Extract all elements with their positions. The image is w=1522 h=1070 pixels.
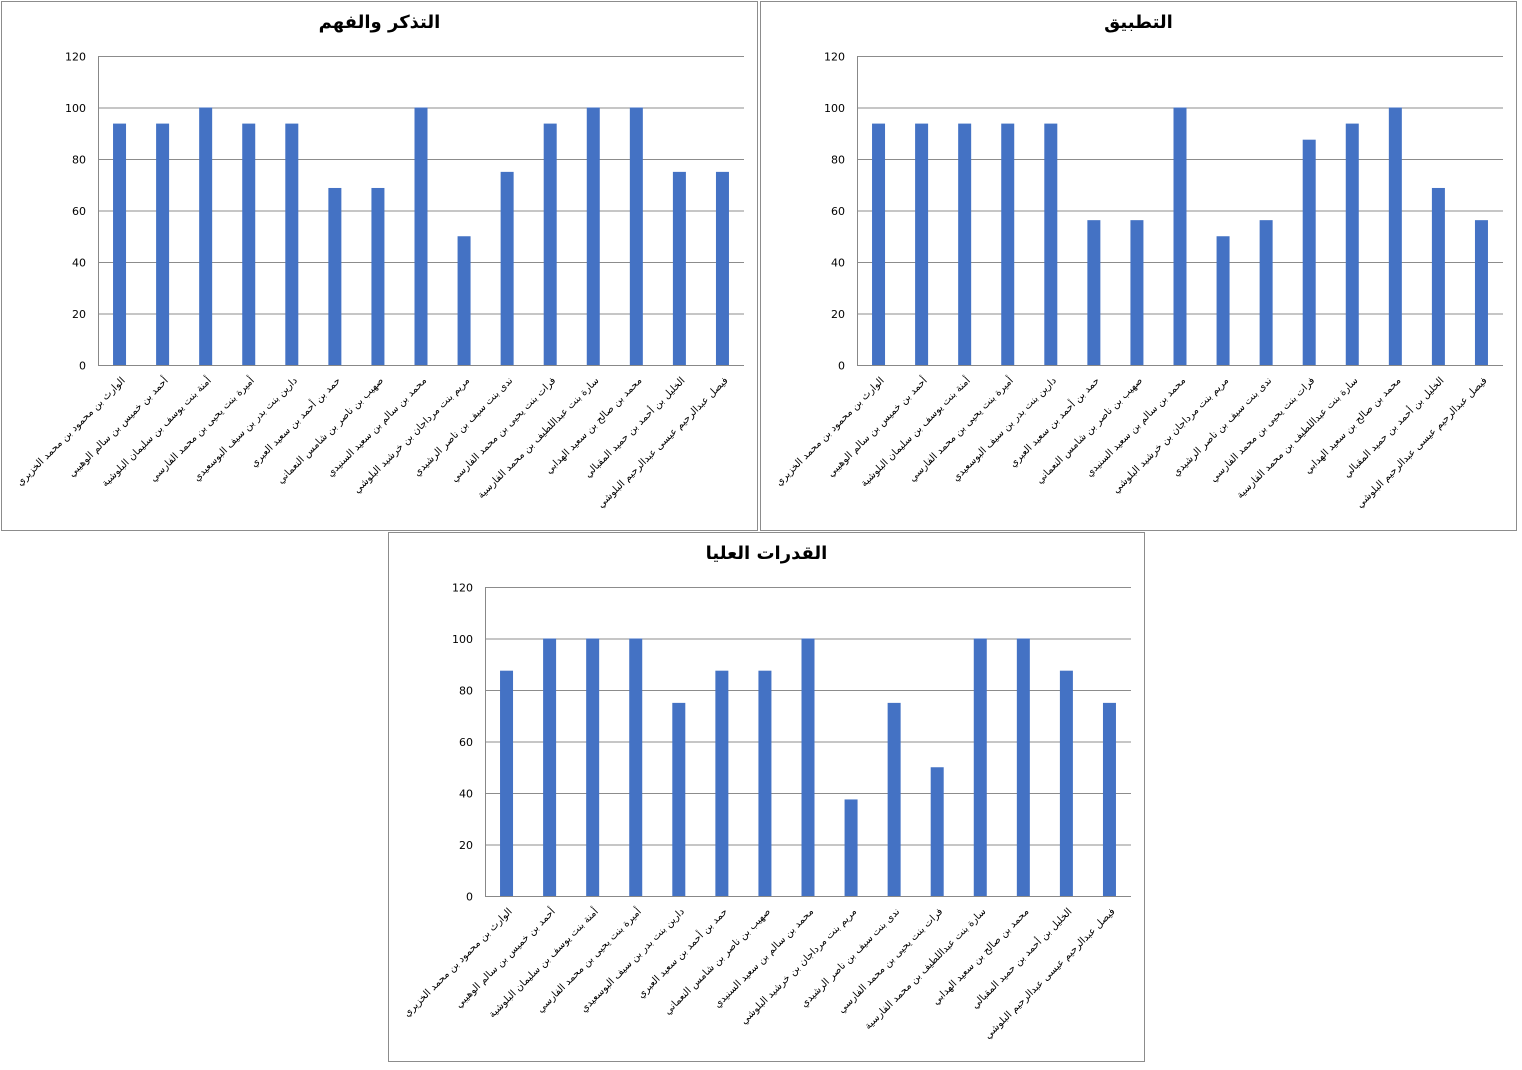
bar	[672, 171, 686, 365]
x-tick-label: حمد بن أحمد بن سعيد العبري	[247, 374, 343, 470]
bar	[414, 107, 428, 365]
x-tick-label: حمد بن أحمد بن سعيد العبري	[634, 905, 730, 1001]
bar	[1102, 702, 1116, 896]
bar	[915, 123, 929, 365]
bar	[500, 171, 514, 365]
y-tick-label: 80	[831, 154, 845, 167]
bar	[1130, 220, 1144, 365]
bar	[242, 123, 256, 365]
bar	[1173, 107, 1187, 365]
y-tick-label: 80	[459, 685, 473, 698]
y-tick-label: 120	[452, 582, 473, 595]
y-tick-label: 80	[72, 154, 86, 167]
bar	[1001, 123, 1015, 365]
bar	[1259, 220, 1273, 365]
bar	[872, 123, 886, 365]
chart-title: التذكر والفهم	[318, 12, 441, 33]
bar	[1044, 123, 1058, 365]
bar	[543, 123, 557, 365]
y-tick-label: 40	[459, 788, 473, 801]
bar	[958, 123, 972, 365]
y-tick-label: 60	[831, 205, 845, 218]
bar	[371, 187, 385, 365]
bar	[1302, 139, 1316, 365]
y-tick-label: 0	[79, 360, 86, 373]
y-tick-label: 20	[459, 839, 473, 852]
y-tick-label: 40	[72, 257, 86, 270]
bar	[973, 638, 987, 896]
y-tick-label: 120	[824, 51, 845, 64]
bar	[328, 187, 342, 365]
bar	[156, 123, 170, 365]
bar	[715, 670, 729, 896]
bar	[1345, 123, 1359, 365]
y-tick-label: 0	[838, 360, 845, 373]
bar	[844, 799, 858, 896]
y-tick-label: 100	[65, 102, 86, 115]
chart-higher-abilities: القدرات العليا 0 20 40 60 80 100 120 الوارث بن …	[388, 532, 1145, 1062]
y-tick-label: 100	[824, 102, 845, 115]
bar	[629, 107, 643, 365]
bar	[715, 171, 729, 365]
bar	[1431, 187, 1445, 365]
bar	[1216, 236, 1230, 365]
x-tick-label: حمد بن أحمد بن سعيد العبري	[1006, 374, 1102, 470]
bar	[113, 123, 127, 365]
bar	[285, 123, 299, 365]
bar	[758, 670, 772, 896]
bar	[801, 638, 815, 896]
bar	[1388, 107, 1402, 365]
y-tick-label: 60	[459, 736, 473, 749]
bar	[629, 638, 643, 896]
chart-remember-understand: التذكر والفهم 0 20 40 60 80 100 120 الوارث بن م…	[1, 1, 758, 531]
y-tick-label: 40	[831, 257, 845, 270]
bar	[1474, 220, 1488, 365]
bar	[1016, 638, 1030, 896]
chart-title: القدرات العليا	[705, 543, 828, 564]
bar	[586, 107, 600, 365]
y-tick-label: 20	[72, 308, 86, 321]
bar	[543, 638, 557, 896]
bar	[672, 702, 686, 896]
bar	[1087, 220, 1101, 365]
bar	[1059, 670, 1073, 896]
bar	[887, 702, 901, 896]
y-tick-label: 100	[452, 633, 473, 646]
bar	[586, 638, 600, 896]
chart-application: التطبيق 0 20 40 60 80 100 120 الوارث بن محمود ب…	[760, 1, 1517, 531]
bar	[457, 236, 471, 365]
bar	[199, 107, 213, 365]
y-tick-label: 60	[72, 205, 86, 218]
bar	[500, 670, 514, 896]
chart-title: التطبيق	[1104, 12, 1173, 33]
bar	[930, 767, 944, 896]
y-tick-label: 120	[65, 51, 86, 64]
y-tick-label: 20	[831, 308, 845, 321]
y-tick-label: 0	[466, 891, 473, 904]
